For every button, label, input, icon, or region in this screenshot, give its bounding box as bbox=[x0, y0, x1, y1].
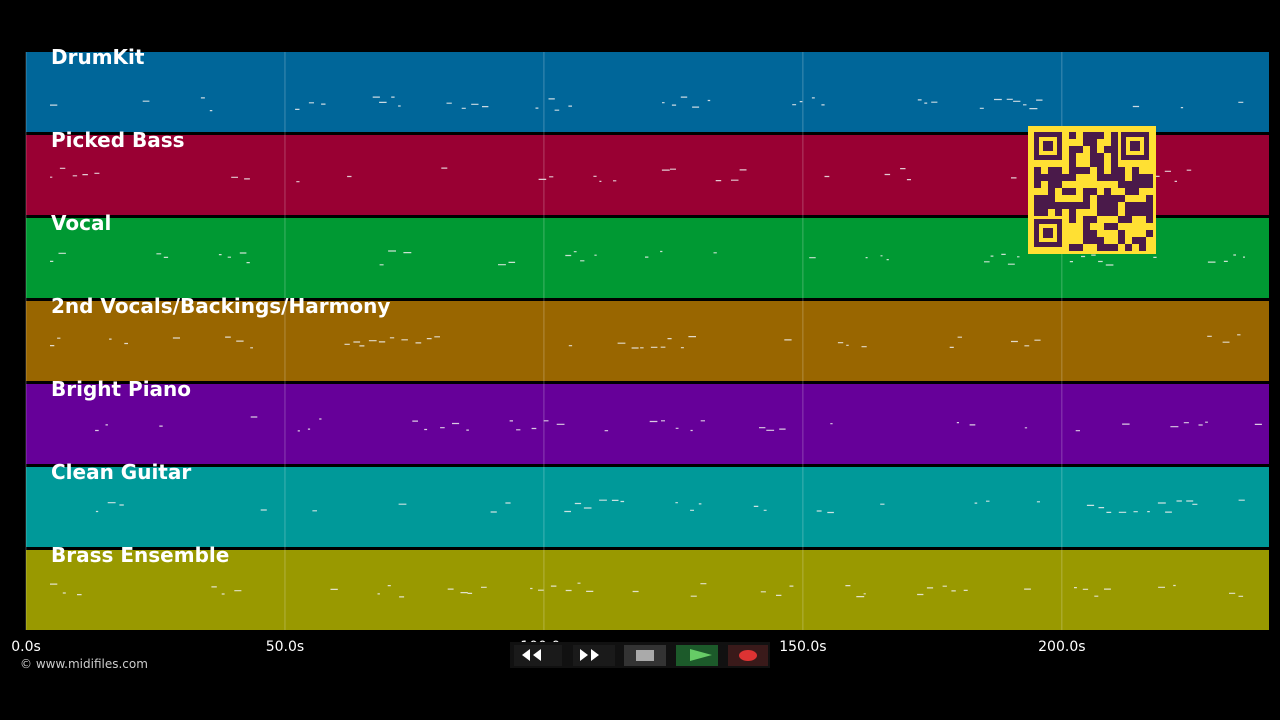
note-marks bbox=[50, 334, 1241, 349]
qr-code bbox=[1028, 126, 1156, 254]
note-marks bbox=[50, 582, 1244, 598]
note-marks bbox=[95, 416, 1262, 432]
stop-button[interactable] bbox=[624, 645, 666, 666]
track-name: 2nd Vocals/Backings/Harmony bbox=[51, 294, 390, 318]
tick-label: 150.0s bbox=[779, 639, 826, 655]
note-marks bbox=[50, 96, 1244, 112]
play-button[interactable] bbox=[676, 645, 718, 666]
forward-button[interactable] bbox=[573, 645, 615, 666]
tick-label: 200.0s bbox=[1038, 639, 1085, 655]
track-name: Picked Bass bbox=[51, 128, 185, 152]
grid bbox=[25, 52, 1063, 630]
tick-label: 0.0s bbox=[11, 639, 41, 655]
note-marks bbox=[50, 250, 1245, 266]
track-name: Bright Piano bbox=[51, 377, 191, 401]
track-name: DrumKit bbox=[51, 45, 145, 69]
copyright: © www.midifiles.com bbox=[20, 657, 148, 671]
notes bbox=[50, 96, 1262, 598]
track-lane bbox=[26, 301, 1269, 381]
track-name: Clean Guitar bbox=[51, 460, 191, 484]
transport bbox=[510, 642, 770, 668]
track-name: Brass Ensemble bbox=[51, 543, 229, 567]
track-lane bbox=[26, 384, 1269, 464]
tracks: DrumKit Picked Bass Vocal 2nd Vocals/Backin… bbox=[26, 45, 1269, 630]
tick-label: 50.0s bbox=[266, 639, 304, 655]
track-lane bbox=[26, 467, 1269, 547]
track-lane bbox=[26, 550, 1269, 630]
record-button[interactable] bbox=[728, 645, 768, 666]
track-lane bbox=[26, 52, 1269, 132]
note-marks bbox=[95, 499, 1245, 514]
track-name: Vocal bbox=[51, 211, 111, 235]
rewind-button[interactable] bbox=[514, 645, 562, 666]
